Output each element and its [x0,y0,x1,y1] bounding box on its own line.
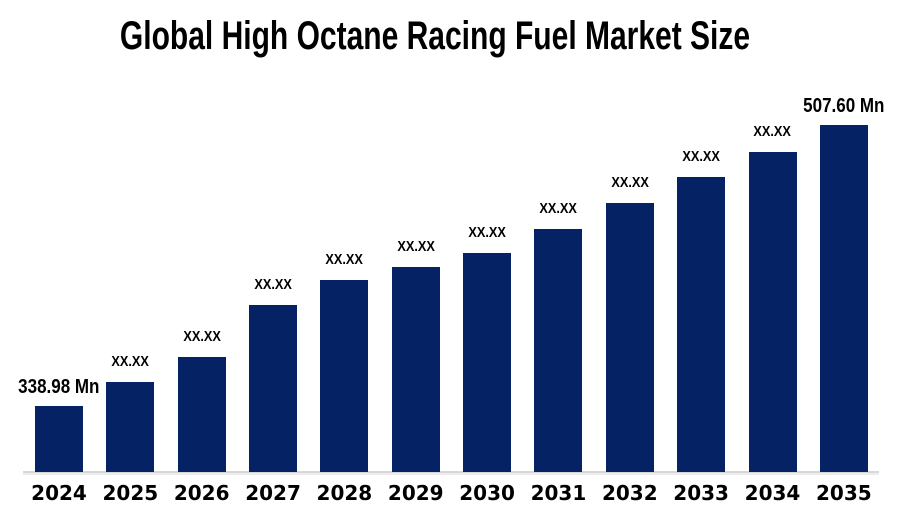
bar-value-label-text: XX.XX [254,276,292,293]
x-axis-tick-label: 2025 [102,481,159,505]
bar [748,152,797,472]
x-axis-tick-label: 2032 [601,481,658,505]
chart-title: Global High Octane Racing Fuel Market Si… [119,14,751,58]
x-axis-tick-label: 2028 [316,481,373,505]
bar [605,203,654,472]
bar [35,406,83,472]
bar-value-label: 507.60 Mn [744,95,900,117]
bar [320,280,369,472]
x-axis-tick-label: 2024 [31,481,87,505]
x-axis-tick-label: 2030 [459,481,515,505]
bar [677,177,726,472]
bar [463,253,512,472]
bar [249,305,298,472]
bar-value-label-text: XX.XX [539,200,578,217]
bar-value-label-text: XX.XX [611,174,649,191]
x-axis-tick-label: 2027 [245,481,301,505]
bar-value-label-text: 338.98 Mn [18,376,100,398]
x-axis-tick-label: 2033 [673,481,729,505]
bar [177,357,226,472]
x-axis-tick-label: 2035 [816,481,872,505]
bar-value-label-text: XX.XX [182,328,221,345]
bar-value-label-text: XX.XX [468,224,506,241]
bar [819,125,868,472]
bar-value-label-text: 507.60 Mn [803,95,885,117]
bar [106,382,155,472]
x-axis-tick-label: 2026 [173,481,230,505]
x-axis-line [23,471,879,473]
bar-value-label-text: XX.XX [682,148,720,165]
bar-value-label-text: XX.XX [111,353,150,370]
bar-value-label-text: XX.XX [325,251,364,268]
bar [534,229,583,472]
x-axis-tick-label: 2031 [530,481,587,505]
bar [391,267,440,472]
x-axis-tick-label: 2034 [744,481,801,505]
bar-value-label-text: XX.XX [753,123,792,140]
x-axis-tick-label: 2029 [387,481,444,505]
bar-value-label-text: XX.XX [396,238,435,255]
